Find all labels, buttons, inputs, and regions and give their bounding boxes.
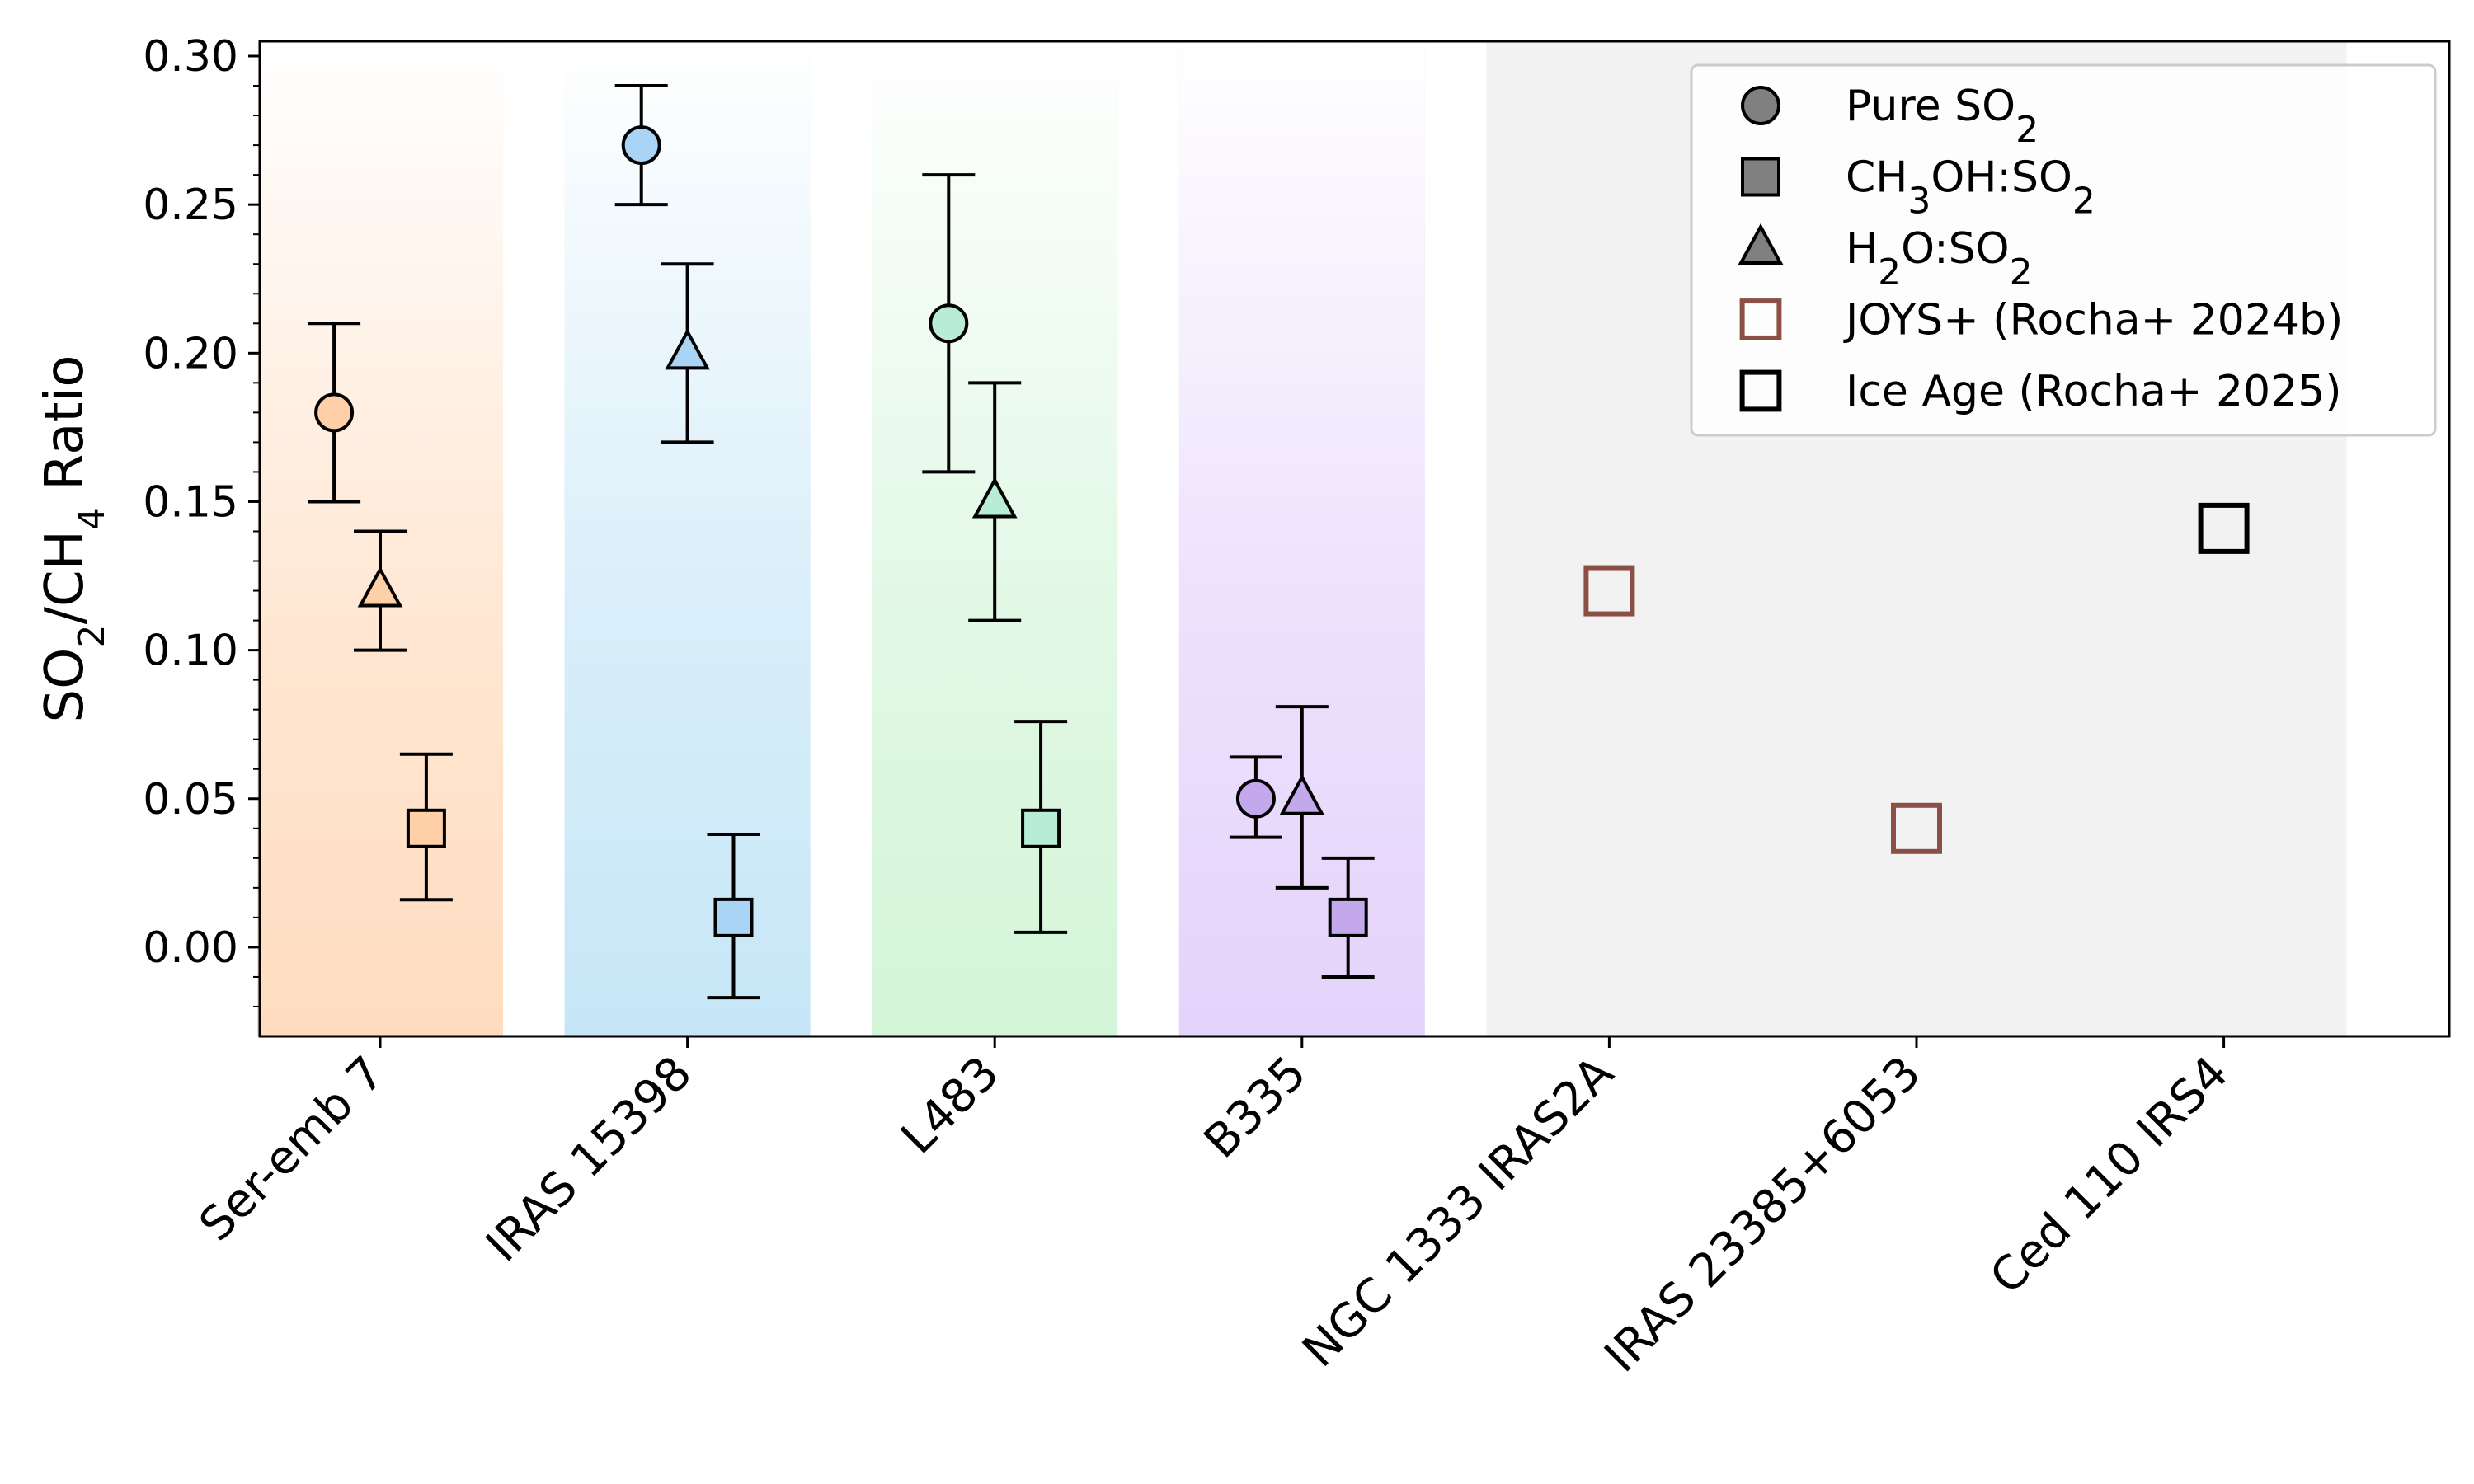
- legend-marker: [1739, 369, 1782, 412]
- point-joys-rocha-2024b-: [1583, 565, 1635, 617]
- point-ch3oh-so2: [406, 808, 446, 848]
- point-ch3oh-so2: [713, 897, 754, 937]
- y-tick-label: 0.30: [143, 32, 238, 82]
- y-tick-label: 0.25: [143, 181, 238, 230]
- y-tick-label: 0.10: [143, 627, 238, 676]
- point-pure-so2: [314, 392, 355, 433]
- legend-label: CH3OH:SO2: [1846, 153, 2095, 223]
- legend-marker: [1741, 86, 1780, 125]
- point-pure-so2: [621, 125, 661, 166]
- band-fade: [564, 41, 811, 1036]
- point-ice-age-rocha-2025-: [2198, 502, 2250, 554]
- plot-frame: [258, 40, 2451, 1038]
- point-h2o-so2: [665, 328, 710, 370]
- y-axis-label: SO2/CH4 Ratio: [35, 355, 113, 722]
- legend-marker: [1738, 223, 1784, 265]
- data-layer: [308, 84, 2250, 1000]
- y-tick-label: 0.00: [143, 923, 238, 973]
- point-h2o-so2: [1279, 773, 1325, 815]
- point-ch3oh-so2: [1021, 808, 1061, 848]
- x-tick-label: IRAS 23385+6053: [1595, 1046, 1931, 1383]
- point-ch3oh-so2: [1328, 897, 1368, 937]
- legend-label: H2O:SO2: [1846, 224, 2033, 294]
- y-tick-label: 0.05: [143, 775, 238, 824]
- x-tick-label: Ser-emb 7: [190, 1046, 395, 1252]
- x-tick-label: Ced 110 IRS4: [1980, 1046, 2238, 1304]
- point-h2o-so2: [971, 477, 1018, 519]
- x-tick-label: B335: [1194, 1046, 1317, 1169]
- legend-box: [1690, 63, 2437, 437]
- point-joys-rocha-2024b-: [1891, 802, 1942, 854]
- x-tick-label: NGC 1333 IRAS2A: [1292, 1046, 1624, 1378]
- legend-label: Ice Age (Rocha+ 2025): [1846, 367, 2342, 416]
- axes-layer: 0.00 0.05 0.10 0.15 0.20 0.25 0.30: [143, 32, 2451, 1048]
- legend-label: Pure SO2: [1846, 82, 2039, 151]
- x-tick-label: IRAS 15398: [476, 1046, 702, 1272]
- y-tick-label: 0.20: [143, 329, 238, 378]
- legend-marker: [1739, 298, 1782, 340]
- point-h2o-so2: [357, 566, 403, 608]
- x-tick-label: L483: [891, 1046, 1009, 1165]
- legend-label: JOYS+ (Rocha+ 2024b): [1843, 296, 2343, 345]
- y-tick-label: 0.15: [143, 477, 238, 527]
- point-pure-so2: [929, 303, 969, 344]
- legend-marker: [1741, 157, 1780, 197]
- point-pure-so2: [1235, 778, 1276, 819]
